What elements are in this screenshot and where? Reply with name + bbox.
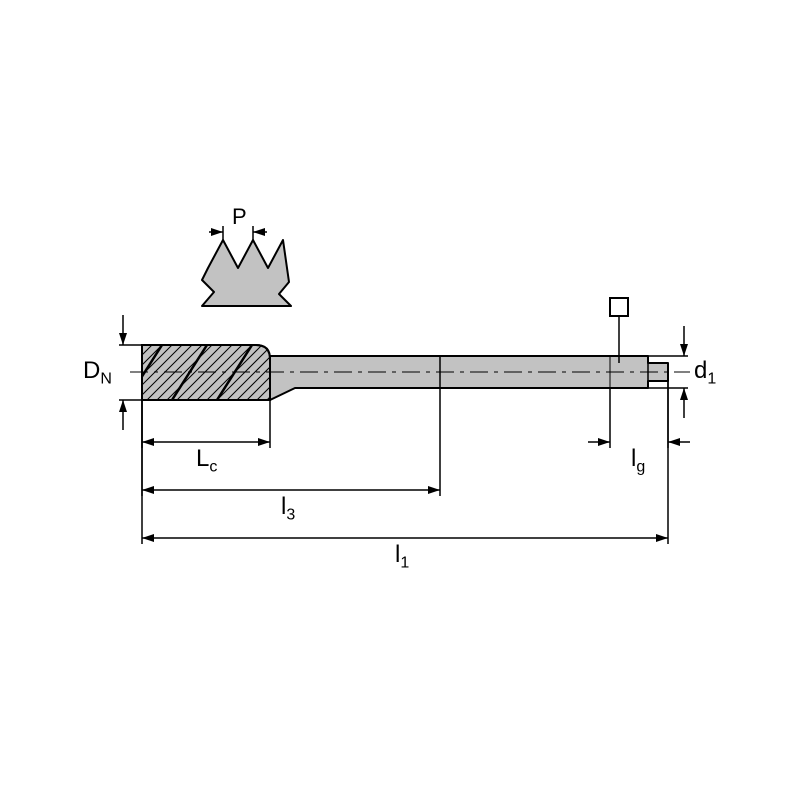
svg-text:P: P xyxy=(232,204,247,229)
